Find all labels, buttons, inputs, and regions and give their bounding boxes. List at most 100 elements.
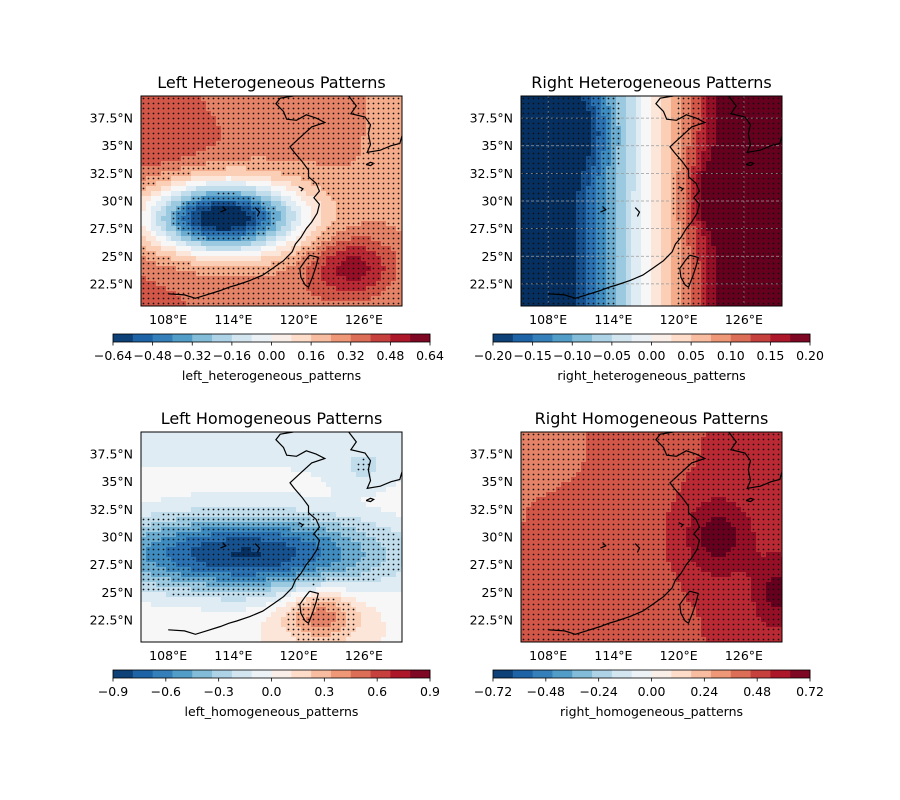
- colorbar-label: right_homogeneous_patterns: [560, 704, 743, 719]
- lat-tick-label: 30°N: [101, 194, 133, 209]
- lat-tick-label: 22.5°N: [90, 276, 133, 291]
- map-frame: [520, 431, 783, 643]
- panel-title: Right Homogeneous Patterns: [535, 409, 769, 428]
- colorbar-tick-label: 0.00: [638, 348, 666, 363]
- colorbar-tick-label: −0.24: [580, 684, 618, 699]
- colorbar-tick-label: 0.6: [367, 684, 387, 699]
- colorbar-tick-label: 0.72: [796, 684, 824, 699]
- lon-tick-label: 120°E: [280, 648, 318, 663]
- colorbar-tick-label: −0.9: [98, 684, 128, 699]
- lat-tick-label: 37.5°N: [470, 447, 513, 462]
- map-frame: [140, 95, 403, 307]
- colorbar-tick-label: −0.20: [474, 348, 512, 363]
- colorbar-tick-label: 0.00: [638, 684, 666, 699]
- colorbar-tick-label: 0.24: [690, 684, 718, 699]
- lon-tick-label: 126°E: [725, 648, 763, 663]
- lat-tick-label: 27.5°N: [470, 221, 513, 236]
- lon-tick-label: 114°E: [594, 312, 632, 327]
- colorbar-tick-label: 0.48: [743, 684, 771, 699]
- colorbar-tick-label: −0.48: [527, 684, 565, 699]
- lat-tick-label: 27.5°N: [470, 557, 513, 572]
- lat-tick-label: 22.5°N: [470, 612, 513, 627]
- lat-tick-label: 22.5°N: [90, 612, 133, 627]
- map-frame: [140, 431, 403, 643]
- lon-tick-label: 126°E: [345, 312, 383, 327]
- lon-tick-label: 108°E: [529, 648, 567, 663]
- colorbar-label: left_heterogeneous_patterns: [182, 368, 361, 383]
- lat-tick-label: 27.5°N: [90, 221, 133, 236]
- lat-tick-label: 37.5°N: [90, 111, 133, 126]
- colorbar-tick-label: 0.48: [376, 348, 404, 363]
- lat-tick-label: 32.5°N: [470, 166, 513, 181]
- colorbar-tick-label: 0.9: [420, 684, 440, 699]
- colorbar-tick-label: −0.10: [553, 348, 591, 363]
- filled-contour-field: [141, 96, 402, 306]
- panel-left-heterogeneous: Left Heterogeneous Patterns 37.5°N 35°N 32.…: [90, 73, 444, 383]
- lat-tick-label: 25°N: [481, 249, 513, 264]
- map-frame: [520, 95, 783, 307]
- colorbar-label: left_homogeneous_patterns: [185, 704, 359, 719]
- coastlines: [168, 96, 402, 299]
- lat-tick-label: 37.5°N: [470, 111, 513, 126]
- significance-stippling: [142, 458, 400, 641]
- colorbar: −0.9 −0.6 −0.3 0.0 0.3 0.6 0.9 left_homogeneous…: [98, 669, 440, 719]
- panel-title: Left Homogeneous Patterns: [161, 409, 383, 428]
- lat-tick-label: 27.5°N: [90, 557, 133, 572]
- lat-tick-label: 25°N: [101, 585, 133, 600]
- colorbar-tick-label: 0.0: [262, 684, 282, 699]
- coastlines: [548, 96, 782, 299]
- lat-tick-label: 35°N: [481, 474, 513, 489]
- colorbar-tick-label: 0.15: [756, 348, 784, 363]
- lon-tick-label: 114°E: [214, 312, 252, 327]
- lon-tick-label: 126°E: [345, 648, 383, 663]
- colorbar-tick-label: 0.05: [677, 348, 705, 363]
- lat-tick-label: 30°N: [101, 530, 133, 545]
- coastlines: [548, 432, 782, 635]
- colorbar-tick-label: −0.6: [151, 684, 181, 699]
- colorbar-tick-label: −0.3: [203, 684, 233, 699]
- panel-title: Left Heterogeneous Patterns: [157, 73, 385, 92]
- lat-tick-label: 22.5°N: [470, 276, 513, 291]
- panel-right-homogeneous: Right Homogeneous Patterns 37.5°N 35°N 32.5…: [470, 409, 824, 719]
- significance-stippling: [522, 97, 780, 305]
- colorbar-tick-label: −0.16: [213, 348, 251, 363]
- lat-tick-label: 32.5°N: [90, 166, 133, 181]
- lat-tick-label: 32.5°N: [90, 502, 133, 517]
- lon-tick-label: 114°E: [594, 648, 632, 663]
- lon-tick-label: 120°E: [660, 312, 698, 327]
- colorbar-tick-label: −0.72: [474, 684, 512, 699]
- colorbar-tick-label: 0.64: [416, 348, 444, 363]
- lon-tick-label: 108°E: [529, 312, 567, 327]
- panel-left-homogeneous: Left Homogeneous Patterns 37.5°N 35°N 32.5°…: [90, 409, 440, 719]
- panel-right-heterogeneous: Right Heterogeneous Patterns 37.5°N 35°N 32…: [470, 73, 824, 383]
- lon-tick-label: 126°E: [725, 312, 763, 327]
- lon-tick-label: 108°E: [149, 312, 187, 327]
- lat-tick-label: 32.5°N: [470, 502, 513, 517]
- colorbar-tick-label: −0.64: [94, 348, 132, 363]
- colorbar-tick-label: 0.20: [796, 348, 824, 363]
- lat-tick-label: 35°N: [101, 474, 133, 489]
- colorbar: −0.64 −0.48 −0.32 −0.16 0.00 0.16 0.32 0.48 0.64…: [94, 333, 444, 383]
- colorbar-label: right_heterogeneous_patterns: [557, 368, 745, 383]
- filled-contour-field: [521, 432, 782, 642]
- colorbar-tick-label: 0.00: [258, 348, 286, 363]
- significance-stippling: [522, 433, 780, 641]
- colorbar-tick-label: −0.48: [133, 348, 171, 363]
- filled-contour-field: [141, 432, 402, 642]
- panel-title: Right Heterogeneous Patterns: [531, 73, 771, 92]
- colorbar: −0.20 −0.15 −0.10 −0.05 0.00 0.05 0.10 0.15 0.20…: [474, 333, 824, 383]
- colorbar-tick-label: 0.32: [337, 348, 365, 363]
- colorbar-tick-label: 0.10: [717, 348, 745, 363]
- colorbar-tick-label: 0.3: [314, 684, 334, 699]
- colorbar: −0.72 −0.48 −0.24 0.00 0.24 0.48 0.72 right_hom…: [474, 669, 824, 719]
- colorbar-tick-label: −0.32: [173, 348, 211, 363]
- lat-tick-label: 30°N: [481, 530, 513, 545]
- lat-tick-label: 25°N: [101, 249, 133, 264]
- colorbar-tick-label: 0.16: [297, 348, 325, 363]
- coastlines: [168, 432, 402, 635]
- lat-tick-label: 25°N: [481, 585, 513, 600]
- lon-tick-label: 120°E: [660, 648, 698, 663]
- lon-tick-label: 114°E: [214, 648, 252, 663]
- lat-tick-label: 35°N: [101, 138, 133, 153]
